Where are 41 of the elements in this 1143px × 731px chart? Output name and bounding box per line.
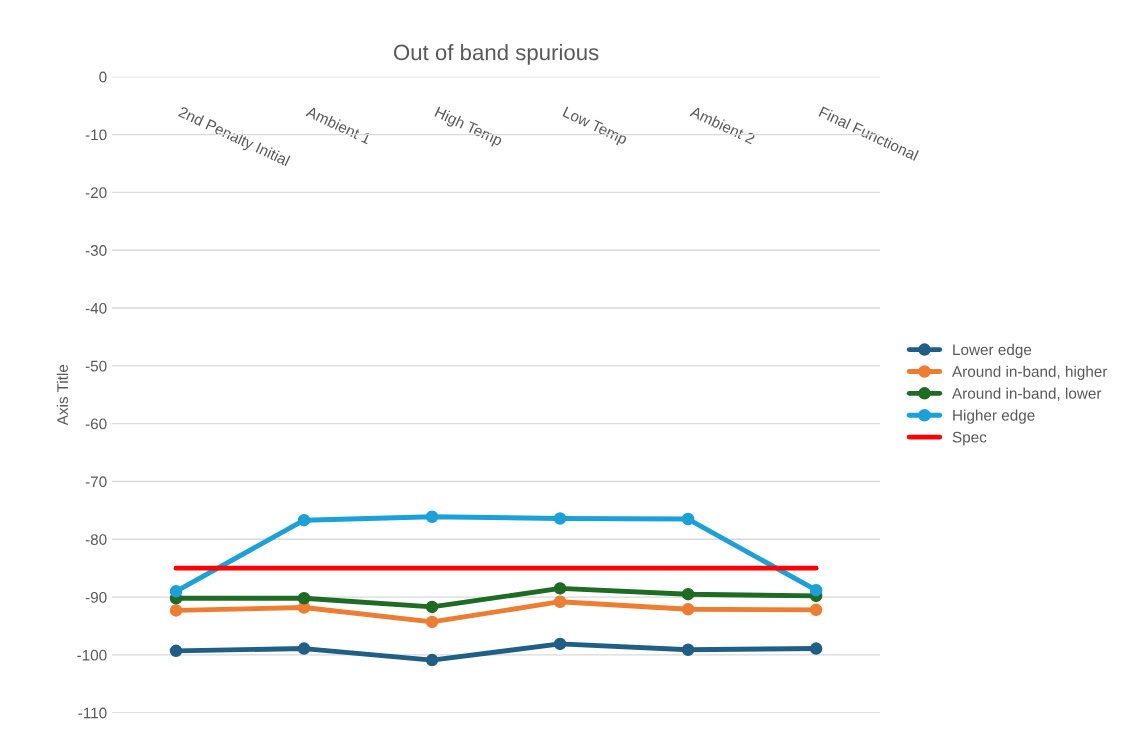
y-tick-label: -10 bbox=[85, 129, 107, 141]
point bbox=[809, 603, 823, 617]
y-tick-label: -50 bbox=[85, 360, 107, 372]
legend-label: Higher edge bbox=[953, 409, 1035, 424]
point bbox=[169, 604, 183, 617]
point bbox=[681, 602, 695, 616]
y-tick-label: -90 bbox=[85, 591, 107, 603]
point bbox=[425, 615, 439, 629]
point bbox=[809, 583, 823, 597]
x-tick-label: Low Temp bbox=[561, 106, 629, 148]
legend-label: Spec bbox=[952, 431, 987, 446]
legend-label: Lower edge bbox=[953, 343, 1032, 359]
point bbox=[297, 642, 311, 655]
point bbox=[425, 653, 439, 667]
point bbox=[553, 595, 567, 608]
point bbox=[681, 587, 695, 601]
point bbox=[553, 582, 567, 595]
point bbox=[297, 513, 311, 527]
point bbox=[809, 642, 823, 655]
y-tick-label: -20 bbox=[85, 187, 107, 199]
y-tick-label: -110 bbox=[78, 707, 107, 719]
y-tick-label: -60 bbox=[85, 418, 107, 430]
point bbox=[553, 512, 567, 525]
y-tick-label: -80 bbox=[85, 534, 107, 545]
point bbox=[425, 510, 439, 523]
y-axis-title: Axis Title bbox=[56, 364, 68, 426]
y-tick-label: 0 bbox=[99, 71, 107, 83]
y-tick-label: -100 bbox=[77, 649, 107, 661]
point bbox=[297, 591, 311, 605]
legend-label: Around in-band, lower bbox=[952, 387, 1102, 401]
point bbox=[169, 644, 183, 658]
y-tick-label: -40 bbox=[85, 302, 107, 314]
point bbox=[681, 643, 695, 656]
point bbox=[425, 600, 439, 614]
point bbox=[681, 512, 695, 526]
y-tick-label: -30 bbox=[85, 245, 107, 256]
point bbox=[169, 585, 183, 598]
legend-label: Around in-band, higher bbox=[952, 365, 1108, 380]
y-tick-label: -70 bbox=[85, 476, 107, 488]
chart-title: Out of band spurious bbox=[393, 43, 599, 65]
point bbox=[553, 637, 567, 651]
